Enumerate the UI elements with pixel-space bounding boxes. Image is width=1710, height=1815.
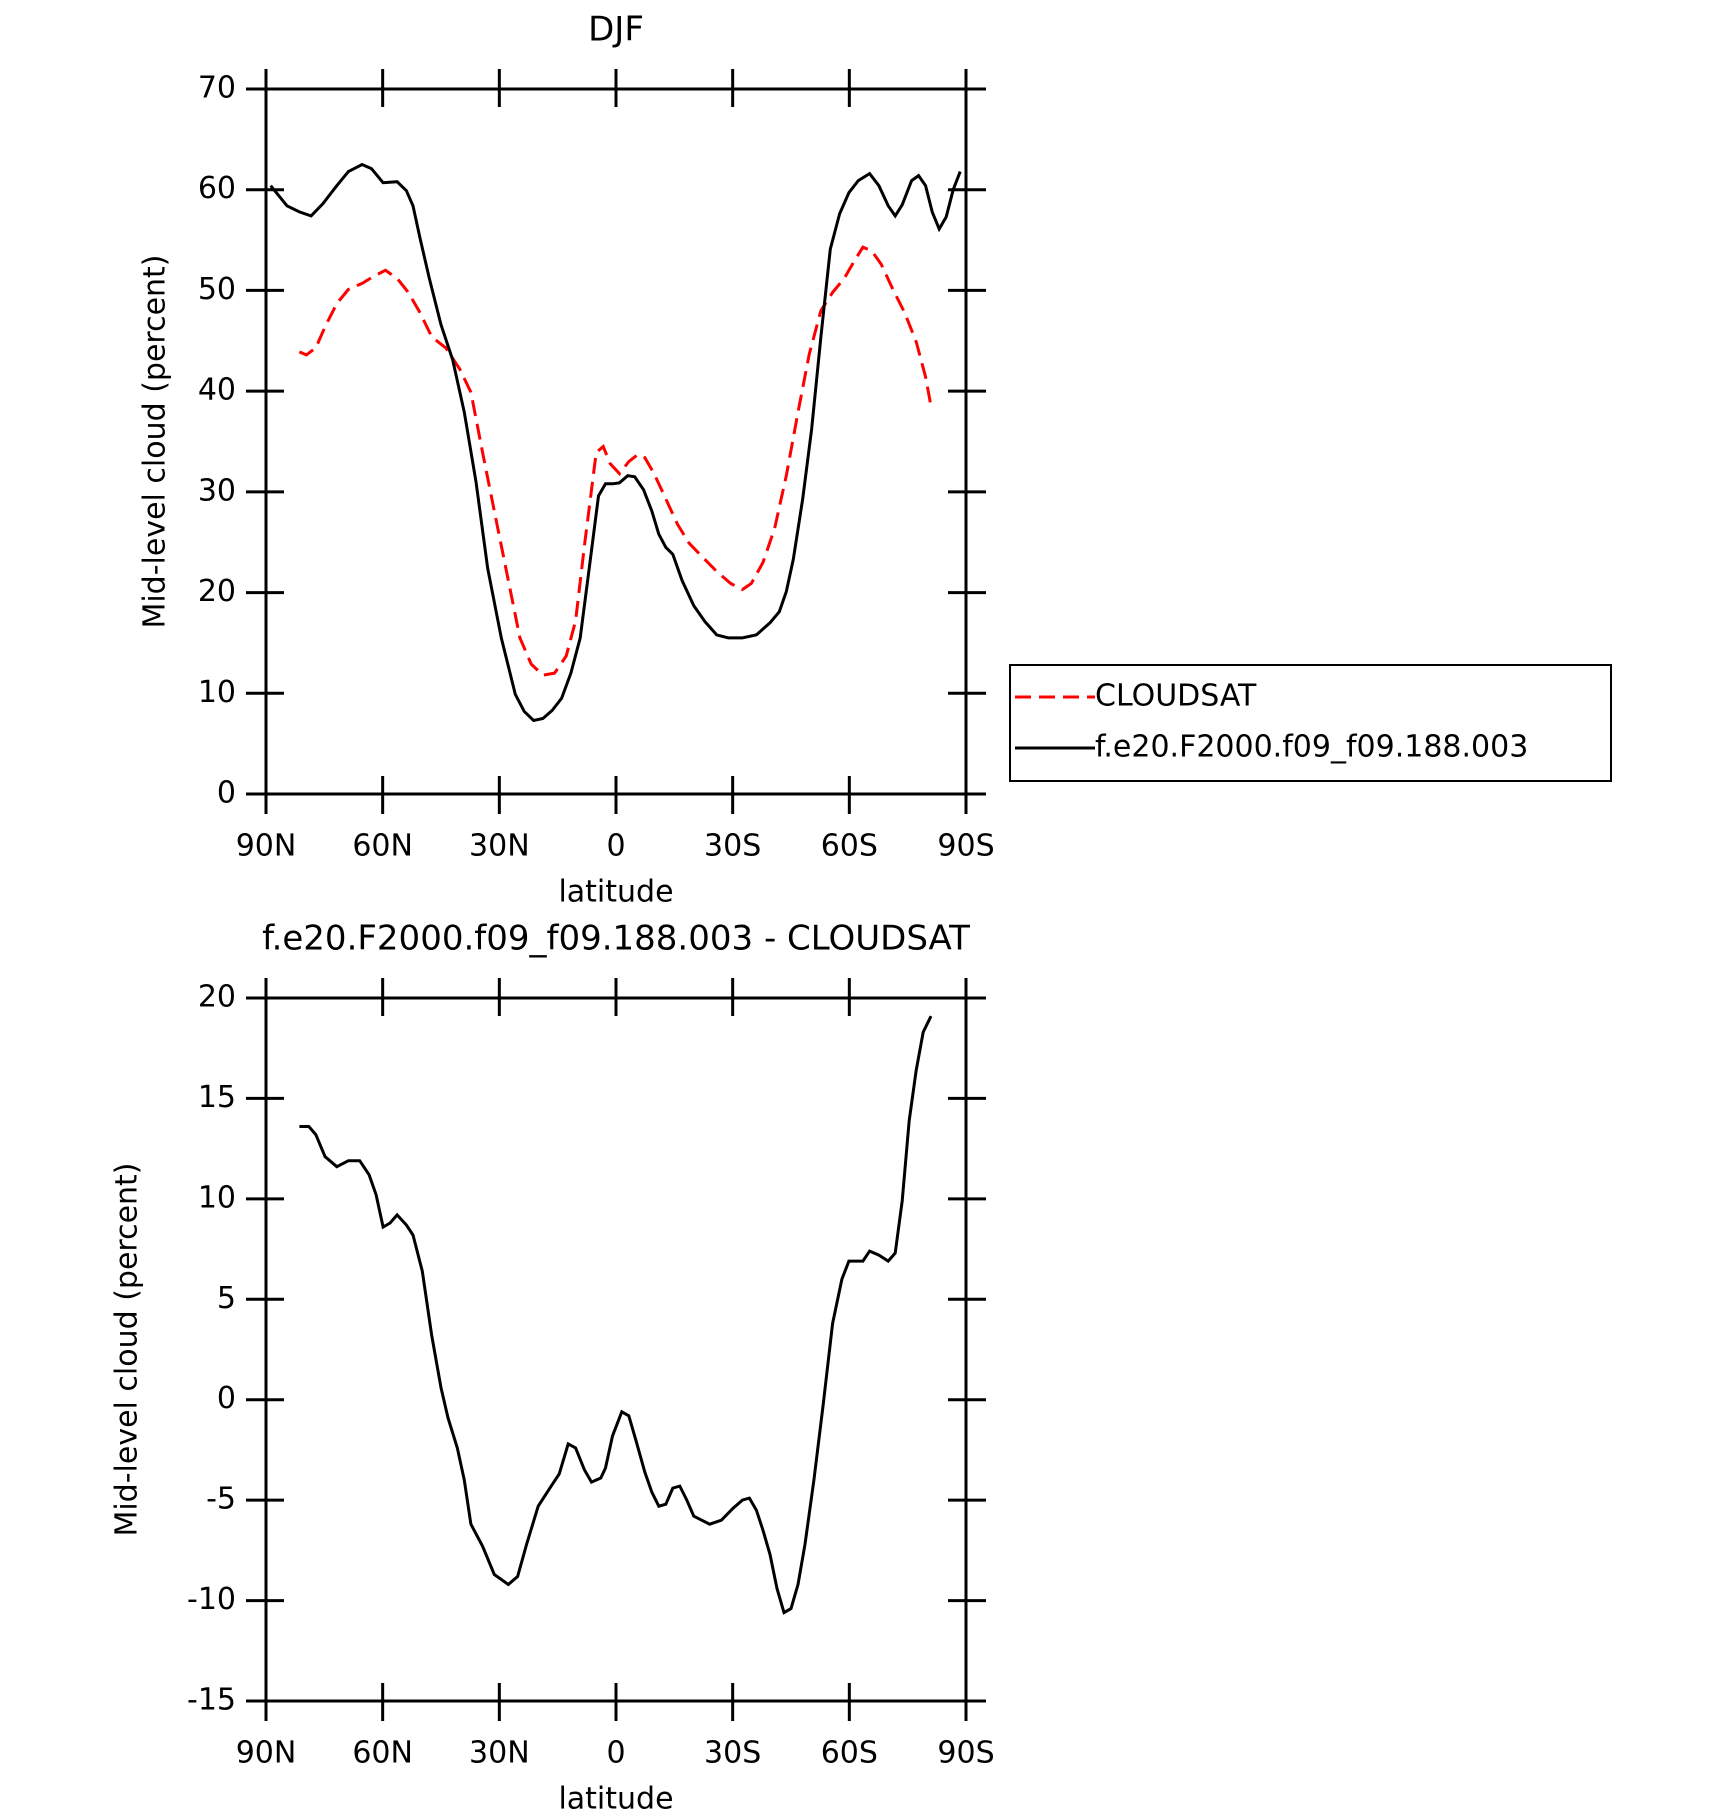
x-tick-label: 90S: [937, 829, 994, 864]
legend-box: [1009, 664, 1612, 782]
x-tick-label: 60S: [821, 829, 878, 864]
y-tick-label: 70: [198, 71, 236, 106]
x-axis-label: latitude: [558, 1782, 673, 1812]
x-tick-label: 90N: [236, 829, 297, 864]
y-tick-label: 20: [198, 574, 236, 609]
x-tick-label: 0: [606, 829, 625, 864]
legend-label: f.e20.F2000.f09_f09.188.003: [1095, 730, 1528, 765]
y-tick-label: 15: [198, 1080, 236, 1115]
y-tick-label: 60: [198, 171, 236, 206]
y-tick-label: 30: [198, 473, 236, 508]
x-tick-label: 30S: [704, 1736, 761, 1771]
y-tick-label: 50: [198, 272, 236, 307]
plot-frame: [264, 87, 968, 796]
data-line: [298, 245, 933, 677]
plot-frame: [264, 996, 968, 1703]
y-axis-label: Mid-level cloud (percent): [138, 254, 173, 628]
y-tick-label: 10: [198, 675, 236, 710]
chart-title: DJF: [588, 10, 644, 50]
y-tick-label: -15: [187, 1683, 236, 1718]
y-tick-label: -10: [187, 1582, 236, 1617]
y-axis-label: Mid-level cloud (percent): [110, 1162, 145, 1536]
x-axis-label: latitude: [558, 875, 673, 910]
data-line: [269, 162, 962, 723]
y-tick-label: 5: [217, 1281, 236, 1316]
x-tick-label: 30N: [469, 829, 530, 864]
y-tick-label: 40: [198, 373, 236, 408]
legend-label: CLOUDSAT: [1095, 679, 1257, 714]
y-tick-label: 20: [198, 980, 236, 1015]
x-tick-label: 30S: [704, 829, 761, 864]
x-tick-label: 60S: [821, 1736, 878, 1771]
y-tick-label: -5: [206, 1482, 236, 1517]
y-tick-label: 0: [217, 1381, 236, 1416]
y-tick-label: 0: [217, 776, 236, 811]
x-tick-label: 30N: [469, 1736, 530, 1771]
x-tick-label: 60N: [352, 1736, 413, 1771]
data-line: [299, 1015, 933, 1615]
y-tick-label: 10: [198, 1180, 236, 1215]
x-tick-label: 90S: [937, 1736, 994, 1771]
x-tick-label: 90N: [236, 1736, 297, 1771]
x-tick-label: 0: [606, 1736, 625, 1771]
x-tick-label: 60N: [352, 829, 413, 864]
chart-title: f.e20.F2000.f09_f09.188.003 - CLOUDSAT: [262, 919, 970, 959]
